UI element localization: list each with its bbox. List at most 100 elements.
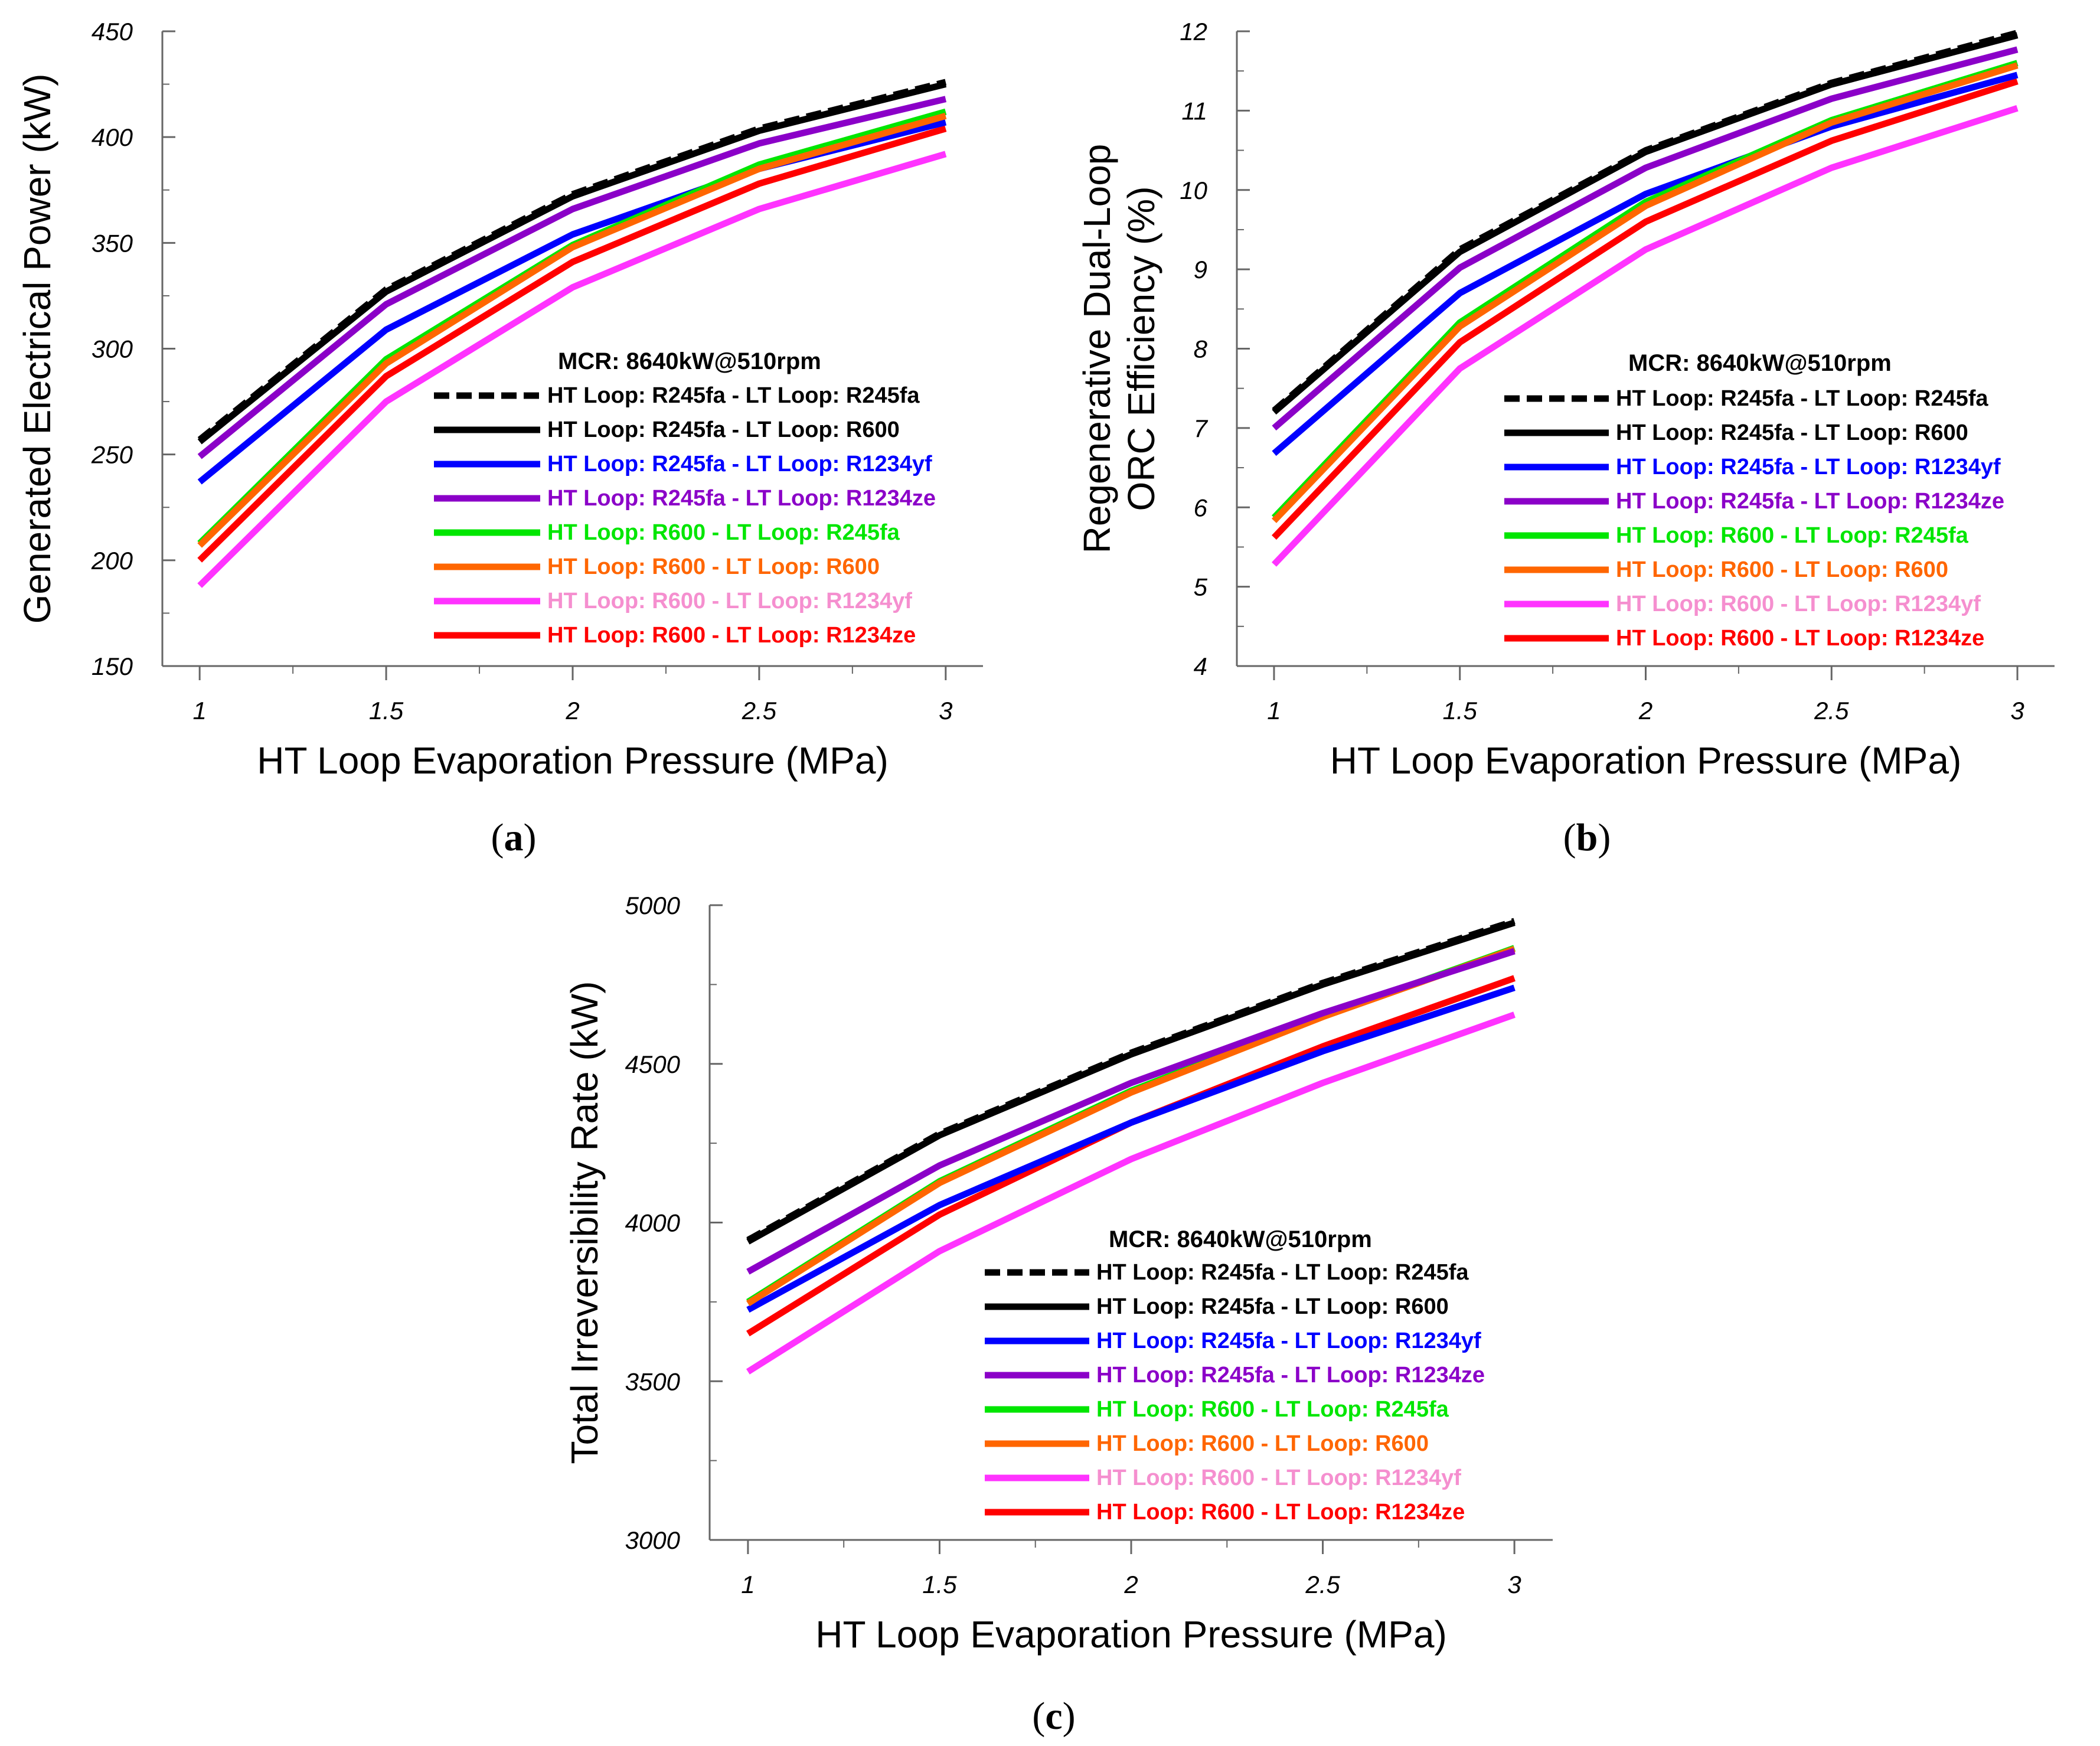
y-tick-label: 6 bbox=[1194, 494, 1208, 521]
series-line-s6 bbox=[197, 113, 947, 548]
series-line-s3 bbox=[746, 984, 1516, 1313]
x-tick-label: 2 bbox=[565, 697, 579, 724]
y-axis-title-line1: Regenerative Dual-Loop bbox=[1076, 144, 1118, 554]
series-line-s6 bbox=[1272, 62, 2019, 523]
panel-label-letter: b bbox=[1576, 816, 1598, 859]
x-tick-label: 3 bbox=[939, 697, 952, 724]
y-tick-label: 250 bbox=[91, 441, 133, 469]
legend-title: MCR: 8640kW@510rpm bbox=[1109, 1226, 1372, 1252]
y-tick-label: 150 bbox=[92, 652, 133, 680]
legend-title: MCR: 8640kW@510rpm bbox=[558, 348, 821, 374]
x-tick-label: 1.5 bbox=[1443, 697, 1478, 724]
legend-label-s2: HT Loop: R245fa - LT Loop: R600 bbox=[1616, 420, 1968, 445]
y-tick-label: 11 bbox=[1181, 97, 1207, 125]
x-tick-label: 2.5 bbox=[1305, 1571, 1340, 1598]
x-tick-label: 1 bbox=[1267, 697, 1281, 724]
legend-label-s3: HT Loop: R245fa - LT Loop: R1234yf bbox=[1096, 1329, 1481, 1353]
legend-label-s6: HT Loop: R600 - LT Loop: R600 bbox=[547, 554, 880, 579]
y-tick-label: 200 bbox=[91, 547, 133, 575]
panel-label-paren-open: ( bbox=[1032, 1695, 1045, 1738]
legend-label-s5: HT Loop: R600 - LT Loop: R245fa bbox=[547, 520, 900, 545]
legend-label-s7: HT Loop: R600 - LT Loop: R1234yf bbox=[1616, 592, 1981, 616]
legend-label-s4: HT Loop: R245fa - LT Loop: R1234ze bbox=[547, 486, 936, 511]
series-line-s1 bbox=[1272, 30, 2019, 413]
legend-label-s1: HT Loop: R245fa - LT Loop: R245fa bbox=[1096, 1260, 1469, 1285]
chart-panel-b: 4 5 6 7 8 9 10 11 12 1 1.5 2 2.5 3 HT Loop Evaporation… bbox=[1076, 18, 2055, 859]
panel-label-paren-close: ) bbox=[524, 816, 537, 859]
y-axis-title: Total Irreversibility Rate (kW) bbox=[563, 981, 606, 1464]
legend-label-s7: HT Loop: R600 - LT Loop: R1234yf bbox=[547, 589, 912, 613]
series-line-s4 bbox=[197, 96, 947, 459]
series-line-s7 bbox=[746, 1011, 1516, 1375]
y-tick-label: 3500 bbox=[625, 1368, 681, 1395]
y-tick-label: 9 bbox=[1194, 256, 1207, 283]
y-tick-label: 10 bbox=[1180, 177, 1207, 204]
y-tick-label: 400 bbox=[92, 123, 133, 151]
x-tick-label: 2 bbox=[1638, 697, 1652, 724]
series-line-s7 bbox=[1272, 105, 2019, 567]
legend-label-s2: HT Loop: R245fa - LT Loop: R600 bbox=[547, 417, 900, 442]
series-line-s1 bbox=[197, 79, 947, 442]
panel-label-paren-close: ) bbox=[1063, 1695, 1076, 1738]
x-tick-label: 1.5 bbox=[369, 697, 404, 724]
x-tick-label: 1 bbox=[193, 697, 207, 724]
legend: MCR: 8640kW@510rpm HT Loop: R245fa - LT L… bbox=[1504, 350, 2004, 651]
series-line-s4 bbox=[1272, 46, 2019, 431]
legend-label-s2: HT Loop: R245fa - LT Loop: R600 bbox=[1096, 1294, 1449, 1319]
series-line-s3 bbox=[1272, 71, 2019, 456]
series-line-s8 bbox=[197, 125, 947, 563]
panel-label-letter: a bbox=[504, 816, 524, 859]
y-tick-label: 8 bbox=[1194, 335, 1208, 363]
legend-label-s5: HT Loop: R600 - LT Loop: R245fa bbox=[1096, 1397, 1449, 1422]
legend-label-s1: HT Loop: R245fa - LT Loop: R245fa bbox=[547, 383, 920, 408]
panel-label-paren-open: ( bbox=[491, 816, 504, 859]
series-line-s1 bbox=[746, 918, 1516, 1243]
y-tick-label: 5000 bbox=[625, 892, 681, 919]
legend-label-s8: HT Loop: R600 - LT Loop: R1234ze bbox=[1616, 626, 1984, 651]
y-axis-title-line2: ORC Efficiency (%) bbox=[1120, 186, 1162, 511]
legend-label-s8: HT Loop: R600 - LT Loop: R1234ze bbox=[547, 623, 916, 648]
legend-label-s7: HT Loop: R600 - LT Loop: R1234yf bbox=[1096, 1466, 1461, 1490]
y-tick-label: 4000 bbox=[625, 1209, 681, 1237]
x-tick-label: 2.5 bbox=[1814, 697, 1849, 724]
y-tick-label: 4 bbox=[1194, 652, 1207, 680]
legend-label-s1: HT Loop: R245fa - LT Loop: R245fa bbox=[1616, 386, 1988, 411]
legend: MCR: 8640kW@510rpm HT Loop: R245fa - LT L… bbox=[985, 1226, 1485, 1525]
legend-label-s4: HT Loop: R245fa - LT Loop: R1234ze bbox=[1616, 489, 2004, 514]
y-tick-label: 12 bbox=[1180, 18, 1207, 45]
x-tick-label: 2 bbox=[1124, 1571, 1138, 1598]
x-axis-title: HT Loop Evaporation Pressure (MPa) bbox=[257, 739, 889, 782]
x-tick-label: 2.5 bbox=[742, 697, 777, 724]
y-tick-label: 4500 bbox=[625, 1050, 681, 1078]
legend-label-s3: HT Loop: R245fa - LT Loop: R1234yf bbox=[547, 452, 932, 477]
legend-title: MCR: 8640kW@510rpm bbox=[1628, 350, 1892, 376]
panel-label-paren-close: ) bbox=[1598, 816, 1611, 859]
x-tick-label: 1 bbox=[741, 1571, 755, 1598]
legend-label-s8: HT Loop: R600 - LT Loop: R1234ze bbox=[1096, 1500, 1465, 1525]
legend-label-s3: HT Loop: R245fa - LT Loop: R1234yf bbox=[1616, 455, 2001, 479]
y-tick-label: 450 bbox=[92, 18, 133, 45]
y-tick-label: 350 bbox=[92, 229, 133, 257]
legend-label-s5: HT Loop: R600 - LT Loop: R245fa bbox=[1616, 523, 1969, 548]
panel-label-letter: c bbox=[1045, 1695, 1062, 1738]
chart-panel-c: 3000 3500 4000 4500 5000 1 1.5 2 2.5 3 HT Loop Eva… bbox=[563, 892, 1553, 1738]
series-line-s8 bbox=[1272, 78, 2019, 540]
series-line-s4 bbox=[746, 948, 1516, 1275]
x-tick-label: 3 bbox=[2010, 697, 2024, 724]
y-tick-label: 7 bbox=[1194, 415, 1209, 442]
legend-label-s6: HT Loop: R600 - LT Loop: R600 bbox=[1616, 557, 1948, 582]
x-tick-label: 1.5 bbox=[922, 1571, 957, 1598]
x-tick-label: 3 bbox=[1507, 1571, 1521, 1598]
x-axis-title: HT Loop Evaporation Pressure (MPa) bbox=[815, 1613, 1447, 1656]
chart-panel-a: 150 200 250 300 350 400 450 1 1.5 2 2.5 3 HT Loop Ev… bbox=[16, 18, 983, 859]
series-line-s7 bbox=[197, 151, 947, 588]
y-tick-label: 300 bbox=[92, 335, 133, 363]
legend-label-s4: HT Loop: R245fa - LT Loop: R1234ze bbox=[1096, 1363, 1485, 1388]
x-axis-title: HT Loop Evaporation Pressure (MPa) bbox=[1330, 739, 1962, 782]
panel-label: (a) bbox=[491, 816, 537, 859]
panel-label-paren-open: ( bbox=[1563, 816, 1576, 859]
legend-label-s6: HT Loop: R600 - LT Loop: R600 bbox=[1096, 1431, 1429, 1456]
y-tick-label: 3000 bbox=[625, 1526, 681, 1554]
y-axis-title: Generated Electrical Power (kW) bbox=[16, 74, 58, 624]
